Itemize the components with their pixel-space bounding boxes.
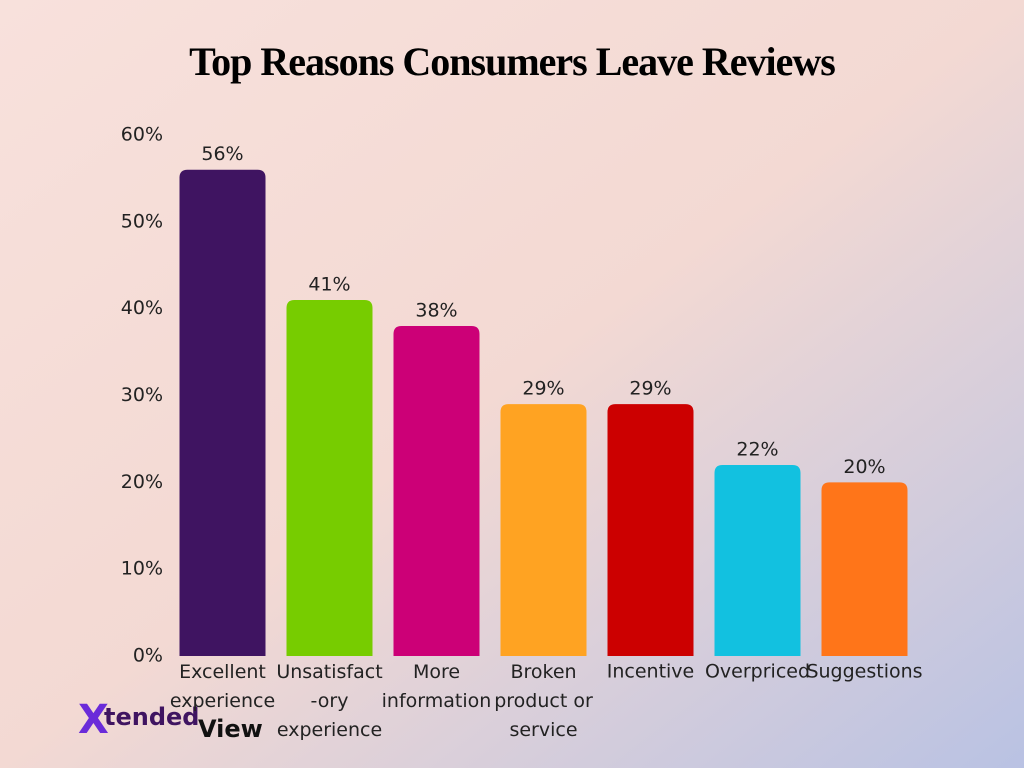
value-label: 22% xyxy=(736,438,778,460)
y-tick-label: 30% xyxy=(121,384,163,406)
bar xyxy=(500,404,587,656)
value-label: 20% xyxy=(843,456,885,478)
bar xyxy=(607,404,694,656)
y-tick-label: 40% xyxy=(121,297,163,319)
value-label: 56% xyxy=(201,143,243,165)
value-label: 29% xyxy=(522,378,564,400)
bar xyxy=(179,169,266,656)
value-label: 38% xyxy=(415,300,457,322)
bar xyxy=(714,464,801,656)
value-label: 41% xyxy=(308,273,350,295)
value-label: 29% xyxy=(629,378,671,400)
y-tick-label: 50% xyxy=(121,210,163,232)
bar xyxy=(821,482,908,656)
x-tick-label: Excellent experience xyxy=(170,661,275,712)
x-tick-label: Overpriced xyxy=(705,661,810,683)
x-tick-label: Suggestions xyxy=(806,661,922,683)
bar xyxy=(286,299,373,656)
brand-text: tended xyxy=(104,703,199,731)
y-tick-label: 20% xyxy=(121,471,163,493)
y-tick-label: 10% xyxy=(121,558,163,580)
y-tick-label: 60% xyxy=(121,124,163,146)
x-tick-label: Unsatisfact -ory experience xyxy=(276,661,382,741)
brand-mark: X xyxy=(78,697,109,743)
bar xyxy=(393,326,480,656)
x-tick-label: Incentive xyxy=(607,661,695,683)
brand-text: View xyxy=(198,715,263,743)
y-tick-label: 0% xyxy=(133,645,163,667)
x-tick-label: More information xyxy=(382,661,492,712)
brand-logo: X tended View xyxy=(78,697,263,743)
x-tick-label: Broken product or service xyxy=(494,661,593,741)
chart-title: Top Reasons Consumers Leave Reviews xyxy=(189,39,835,84)
